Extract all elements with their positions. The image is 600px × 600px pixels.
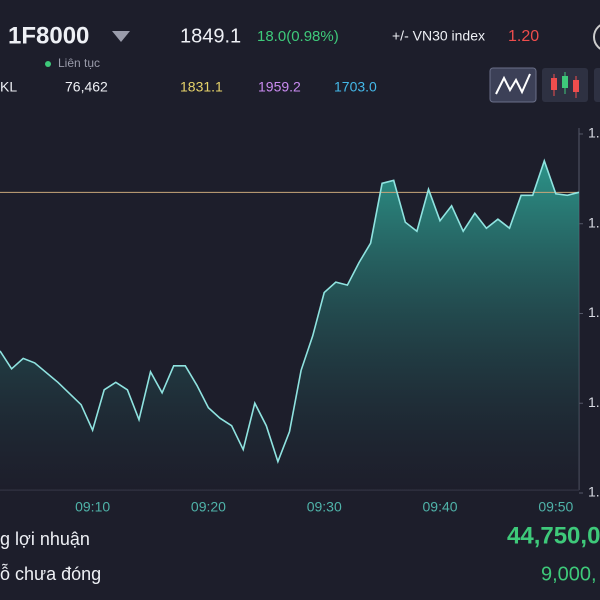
line-icon [495, 73, 531, 95]
status-dot [45, 61, 51, 67]
area [0, 160, 579, 490]
change: 18.0(0.98%) [257, 28, 339, 45]
icon[interactable] [593, 23, 600, 51]
open-loss-value: 9,000, [541, 563, 597, 585]
y-tick-label: 1. [588, 304, 600, 320]
y-tick-label: 1. [588, 214, 600, 230]
open-loss-label: ỗ chưa đóng [0, 563, 101, 584]
volume: 76,462 [65, 79, 108, 95]
x-tick-label: 09:30 [307, 499, 342, 515]
volume-label: KL [0, 79, 17, 95]
y-tick-label: 1. [588, 125, 600, 141]
y-tick-label: 1. [588, 484, 600, 500]
line [0, 158, 580, 464]
y-tick-label: 1. [588, 394, 600, 410]
ceiling-price: 1959.2 [258, 79, 301, 95]
profit-value: 44,750,0 [507, 522, 600, 549]
candle-icon [551, 72, 579, 98]
price: 1849.1 [180, 25, 241, 47]
status: Liên tục [58, 56, 100, 70]
x-tick-label: 09:20 [191, 499, 226, 515]
x-tick-label: 09:10 [75, 499, 110, 515]
symbol[interactable]: 1F8000 [8, 22, 89, 49]
ref-price: 1831.1 [180, 79, 223, 95]
dropdown-arrow[interactable] [112, 31, 130, 42]
profit-label: g lợi nhuận [0, 529, 90, 549]
floor-price: 1703.0 [334, 79, 377, 95]
index-change: 1.20 [508, 28, 539, 45]
more-button[interactable] [594, 68, 600, 102]
x-tick-label: 09:50 [538, 499, 573, 515]
index-label: +/- VN30 index [392, 28, 485, 44]
x-tick-label: 09:40 [423, 499, 458, 515]
